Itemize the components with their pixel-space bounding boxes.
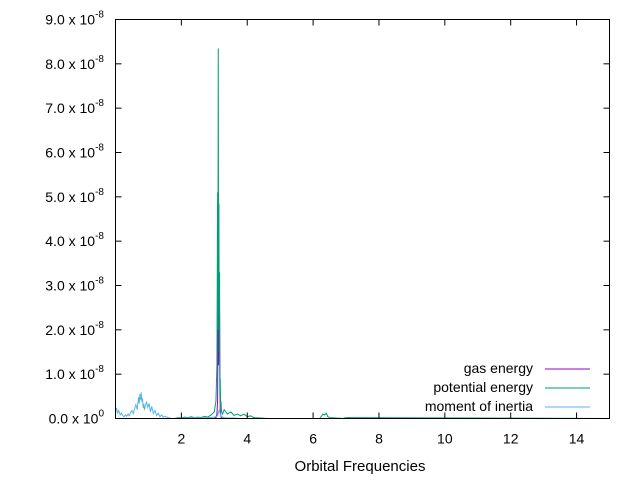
y-tick-label: 4.0 x 10-8 [45,231,104,249]
y-axis: 0.0 x 100 1.0 x 10-8 2.0 x 10-8 3.0 x 10-8 4… [45,10,610,427]
y-tick-label: 7.0 x 10-8 [45,98,104,116]
x-tick-label: 4 [243,431,251,447]
y-tick-label: 1.0 x 10-8 [45,364,104,382]
y-tick-label: 0.0 x 100 [49,409,105,427]
y-tick-label: 5.0 x 10-8 [45,187,104,205]
legend-label: potential energy [433,379,533,395]
x-tick-label: 14 [569,431,585,447]
x-tick-label: 12 [503,431,519,447]
series-line-2 [115,392,610,419]
y-tick-label: 6.0 x 10-8 [45,143,104,161]
legend-label: moment of inertia [425,398,533,414]
x-axis-label: Orbital Frequencies [295,458,426,475]
y-tick-label: 3.0 x 10-8 [45,276,104,294]
x-tick-label: 8 [375,431,383,447]
legend-label: gas energy [464,360,533,376]
y-tick-label: 8.0 x 10-8 [45,54,104,72]
x-axis: 2 4 6 8 10 12 14 [177,19,585,447]
y-tick-label: 9.0 x 10-8 [45,10,104,28]
plot-frame [115,19,610,419]
legend: gas energy potential energy moment of iner… [425,360,590,414]
x-tick-label: 6 [309,431,317,447]
x-tick-label: 10 [437,431,453,447]
y-tick-label: 2.0 x 10-8 [45,320,104,338]
series-layer [115,48,610,420]
series-line-1 [115,48,610,420]
x-tick-label: 2 [177,431,185,447]
